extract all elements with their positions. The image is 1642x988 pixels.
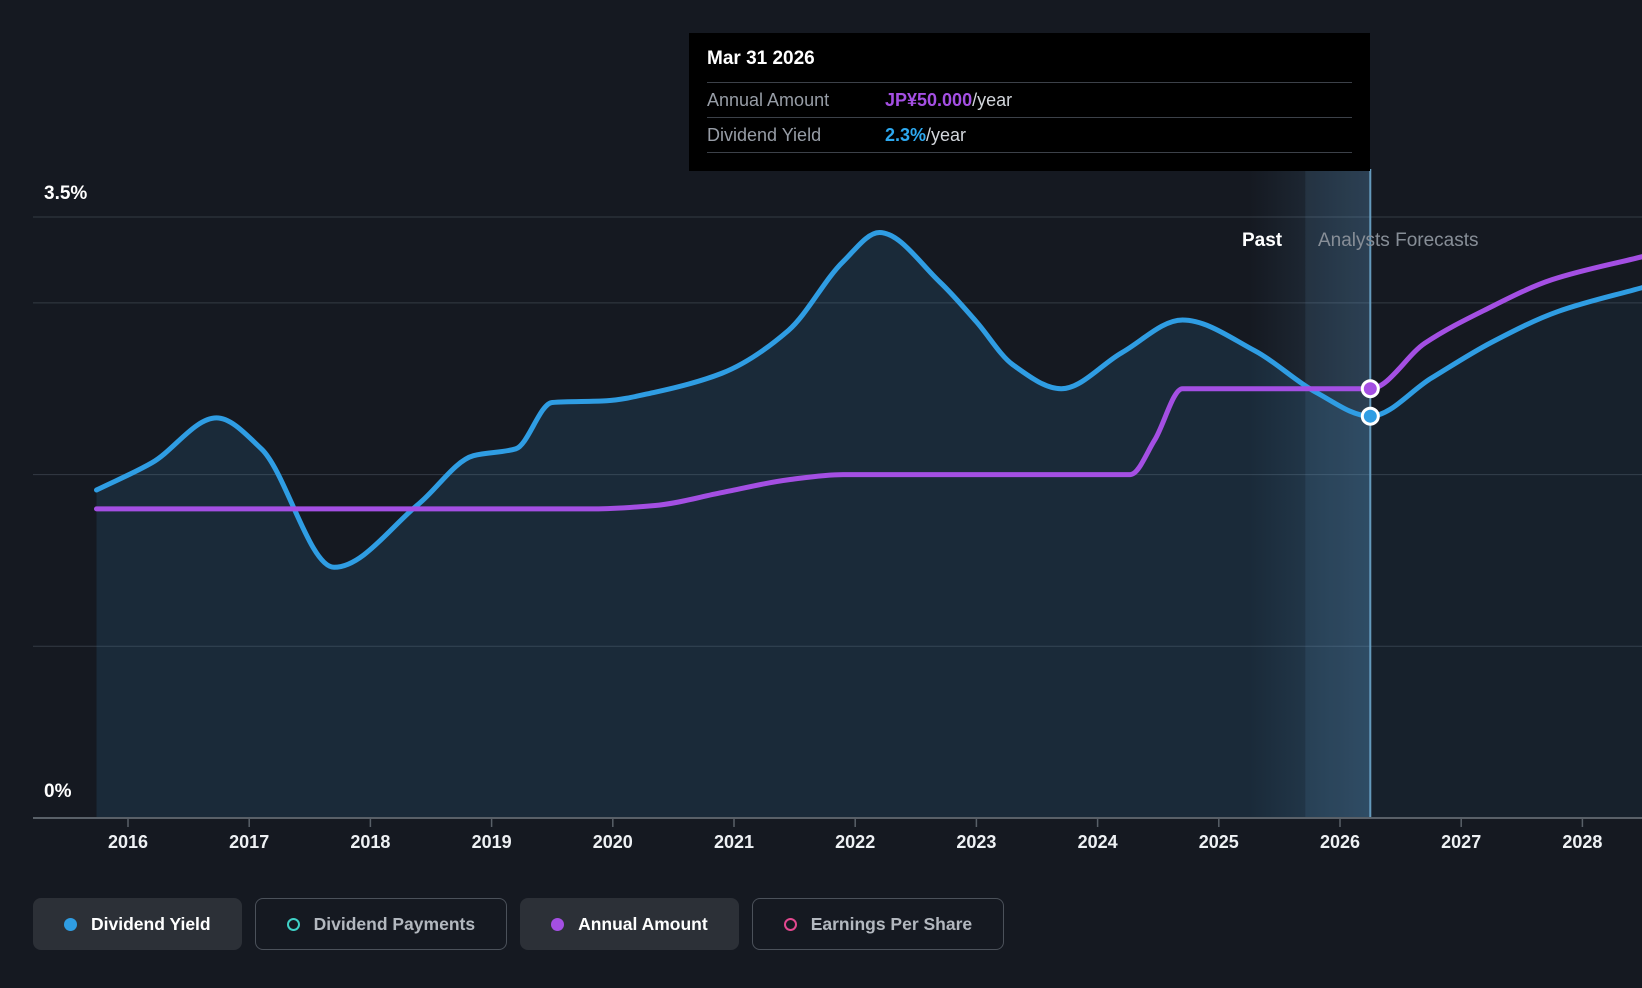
legend-label: Dividend Yield [91,913,211,934]
legend-label: Earnings Per Share [810,913,973,934]
y-axis-label-max: 3.5% [44,183,88,204]
marker-annual-amount[interactable] [1360,379,1380,399]
marker-dividend-yield[interactable] [1360,406,1380,426]
tooltip-label: Dividend Yield [707,124,822,145]
dividend-yield-dot-icon [64,917,77,931]
earnings-per-share-ring-icon [783,917,797,931]
legend-dividend-payments[interactable]: Dividend Payments [254,898,508,950]
tooltip-suffix: /year [972,89,1013,110]
tooltip-row-annual-amount: Annual Amount JP¥50.000/year [707,83,1352,118]
legend-label: Dividend Payments [313,913,476,934]
legend-label: Annual Amount [578,913,708,934]
tooltip: Mar 31 2026 Annual Amount JP¥50.000/year… [689,33,1370,171]
analysts-forecasts-label: Analysts Forecasts [1318,230,1479,251]
legend-dividend-yield[interactable]: Dividend Yield [33,898,242,950]
dividend-yield-line [93,229,1642,570]
tooltip-value: JP¥50.000 [885,89,973,110]
annual-amount-line [93,254,1642,512]
annual-amount-dot-icon [551,917,565,931]
tooltip-suffix: /year [926,124,967,145]
area-fill-forecast [1370,287,1642,818]
legend: Dividend Yield Dividend Payments Annual … [33,898,1005,950]
tooltip-value: 2.3% [885,124,927,145]
y-axis-label-min: 0% [44,781,72,802]
forecast-band [1249,169,1371,818]
tooltip-label: Annual Amount [707,89,830,110]
legend-earnings-per-share[interactable]: Earnings Per Share [751,898,1005,950]
legend-annual-amount[interactable]: Annual Amount [520,898,739,950]
forecast-band-inner [1305,169,1371,818]
dividend-payments-ring-icon [286,917,300,931]
tooltip-date: Mar 31 2026 [707,33,1352,83]
area-fill-past [96,232,1371,818]
tooltip-row-dividend-yield: Dividend Yield 2.3%/year [707,118,1352,153]
past-label: Past [1242,230,1283,251]
